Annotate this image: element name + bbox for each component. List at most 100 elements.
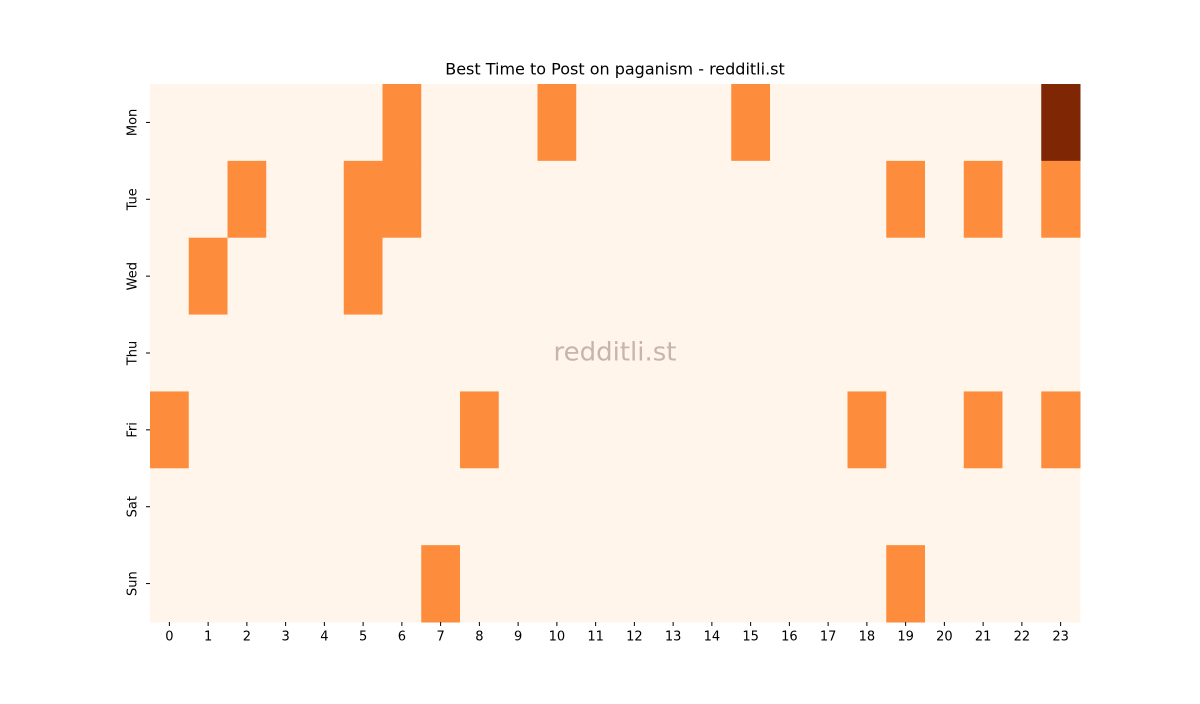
cell — [227, 84, 267, 162]
cell — [576, 84, 616, 162]
cell — [498, 545, 538, 623]
x-tick-label: 5 — [359, 630, 367, 645]
cell — [1002, 391, 1042, 469]
cell — [615, 237, 655, 316]
cell — [188, 468, 228, 546]
x-tick-label: 9 — [514, 630, 522, 645]
x-tick-label: 19 — [897, 630, 914, 645]
x-tick-label: 23 — [1052, 630, 1069, 645]
cell — [343, 84, 383, 162]
cell — [421, 391, 461, 469]
cell — [305, 468, 345, 546]
y-tick-label: Sun — [126, 571, 141, 596]
cell — [576, 391, 616, 469]
cell — [266, 545, 306, 623]
cell — [963, 84, 1003, 162]
cell — [886, 160, 926, 239]
cell — [266, 237, 306, 316]
cell — [1002, 160, 1042, 239]
cell — [770, 314, 810, 392]
x-tick-label: 7 — [436, 630, 444, 645]
cell — [731, 314, 771, 392]
cell — [808, 314, 848, 392]
cell — [537, 545, 577, 623]
x-tick-label: 21 — [975, 630, 992, 645]
cell — [963, 545, 1003, 623]
cell — [266, 160, 306, 239]
cell — [343, 160, 383, 239]
cell — [1002, 468, 1042, 546]
cell — [188, 237, 228, 316]
y-tick-label: Mon — [126, 109, 141, 136]
cell — [886, 468, 926, 546]
cell — [808, 160, 848, 239]
cell — [692, 237, 732, 316]
x-tick-label: 11 — [587, 630, 604, 645]
x-tick-label: 3 — [281, 630, 289, 645]
cell — [808, 237, 848, 316]
x-tick-label: 15 — [742, 630, 759, 645]
x-tick-label: 16 — [781, 630, 798, 645]
cell — [692, 545, 732, 623]
cell — [227, 545, 267, 623]
cell — [460, 237, 500, 316]
cell — [925, 314, 965, 392]
cell — [305, 545, 345, 623]
cell — [421, 314, 461, 392]
cell — [615, 545, 655, 623]
cell — [847, 84, 887, 162]
cell — [460, 84, 500, 162]
cell — [460, 468, 500, 546]
cell — [227, 468, 267, 546]
cell — [537, 237, 577, 316]
cell — [305, 314, 345, 392]
cell — [847, 468, 887, 546]
cell — [615, 84, 655, 162]
cell — [188, 545, 228, 623]
cell — [653, 314, 693, 392]
cell — [343, 237, 383, 316]
cell — [886, 84, 926, 162]
cell — [847, 314, 887, 392]
cell — [382, 314, 422, 392]
cell — [653, 84, 693, 162]
cell — [150, 468, 190, 546]
watermark: redditli.st — [554, 338, 677, 368]
cell — [615, 391, 655, 469]
cell — [731, 391, 771, 469]
cell — [382, 468, 422, 546]
cell — [1002, 545, 1042, 623]
cell — [576, 468, 616, 546]
cell — [808, 545, 848, 623]
cell — [421, 237, 461, 316]
cell — [1002, 237, 1042, 316]
cell — [266, 391, 306, 469]
cell — [886, 391, 926, 469]
cell — [150, 237, 190, 316]
cell — [537, 468, 577, 546]
cell — [925, 237, 965, 316]
cell — [886, 314, 926, 392]
cell — [1041, 545, 1081, 623]
cell — [460, 545, 500, 623]
cell — [692, 391, 732, 469]
cell — [770, 84, 810, 162]
x-tick-label: 8 — [475, 630, 483, 645]
cell — [808, 468, 848, 546]
x-tick-label: 17 — [820, 630, 837, 645]
x-tick-label: 12 — [626, 630, 643, 645]
y-tick-label: Tue — [126, 188, 141, 211]
cell — [653, 160, 693, 239]
cell — [1002, 314, 1042, 392]
x-tick-label: 14 — [704, 630, 721, 645]
cell — [963, 160, 1003, 239]
cell — [692, 314, 732, 392]
cell — [1041, 84, 1081, 162]
cell — [808, 391, 848, 469]
cell — [963, 314, 1003, 392]
cell — [421, 160, 461, 239]
x-tick-label: 22 — [1014, 630, 1031, 645]
cell — [576, 160, 616, 239]
cell — [731, 160, 771, 239]
